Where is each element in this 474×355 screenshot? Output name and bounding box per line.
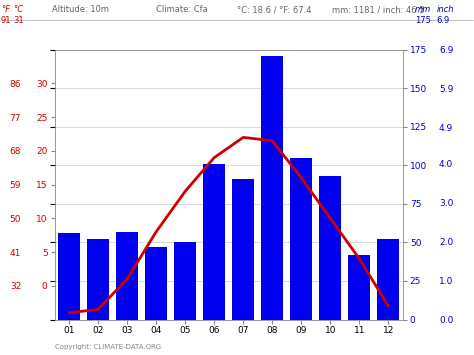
Text: Copyright: CLIMATE-DATA.ORG: Copyright: CLIMATE-DATA.ORG xyxy=(55,344,161,350)
Bar xyxy=(232,179,254,320)
Bar xyxy=(174,242,196,320)
Bar xyxy=(348,255,370,320)
Bar xyxy=(58,233,80,320)
Text: 175: 175 xyxy=(415,16,430,25)
Bar xyxy=(87,239,109,320)
Bar xyxy=(145,247,167,320)
Text: Climate: Cfa: Climate: Cfa xyxy=(156,5,208,14)
Text: 6.9: 6.9 xyxy=(437,16,450,25)
Bar xyxy=(261,56,283,320)
Text: Altitude: 10m: Altitude: 10m xyxy=(52,5,109,14)
Bar xyxy=(203,164,225,320)
Bar xyxy=(377,239,399,320)
Text: mm: 1181 / inch: 46.5: mm: 1181 / inch: 46.5 xyxy=(332,5,424,14)
Text: 91: 91 xyxy=(1,16,11,25)
Bar xyxy=(291,158,312,320)
Bar xyxy=(319,176,341,320)
Text: °C: 18.6 / °F: 67.4: °C: 18.6 / °F: 67.4 xyxy=(237,5,311,14)
Text: °F: °F xyxy=(1,5,10,14)
Bar xyxy=(116,231,138,320)
Text: 31: 31 xyxy=(13,16,24,25)
Text: °C: °C xyxy=(13,5,23,14)
Text: mm: mm xyxy=(415,5,431,14)
Text: inch: inch xyxy=(437,5,455,14)
